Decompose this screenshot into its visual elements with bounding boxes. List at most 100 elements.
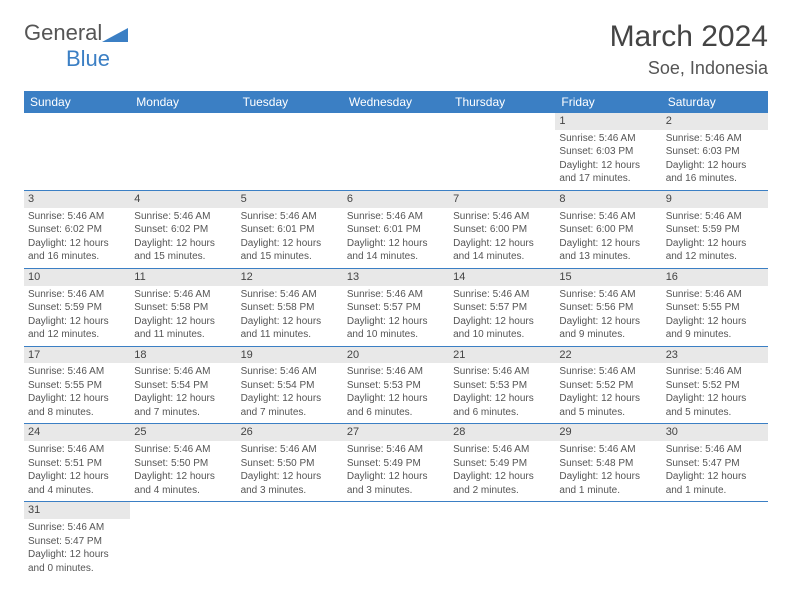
sunrise-text: Sunrise: 5:46 AM xyxy=(347,288,445,302)
sunrise-text: Sunrise: 5:46 AM xyxy=(347,443,445,457)
calendar-day-cell: 19Sunrise: 5:46 AMSunset: 5:54 PMDayligh… xyxy=(237,346,343,424)
sunrise-text: Sunrise: 5:46 AM xyxy=(666,210,764,224)
calendar-day-cell: 26Sunrise: 5:46 AMSunset: 5:50 PMDayligh… xyxy=(237,424,343,502)
calendar-empty-cell xyxy=(662,502,768,579)
daylight-text: Daylight: 12 hours and 5 minutes. xyxy=(666,392,764,419)
weekday-header: Tuesday xyxy=(237,91,343,113)
calendar-day-cell: 20Sunrise: 5:46 AMSunset: 5:53 PMDayligh… xyxy=(343,346,449,424)
day-number: 12 xyxy=(237,269,343,286)
sunset-text: Sunset: 5:49 PM xyxy=(347,457,445,471)
calendar-empty-cell xyxy=(343,113,449,190)
day-number: 22 xyxy=(555,347,661,364)
sunset-text: Sunset: 5:58 PM xyxy=(134,301,232,315)
sunset-text: Sunset: 5:57 PM xyxy=(453,301,551,315)
sunrise-text: Sunrise: 5:46 AM xyxy=(559,365,657,379)
sunset-text: Sunset: 5:56 PM xyxy=(559,301,657,315)
day-number: 8 xyxy=(555,191,661,208)
calendar-empty-cell xyxy=(343,502,449,579)
calendar-day-cell: 28Sunrise: 5:46 AMSunset: 5:49 PMDayligh… xyxy=(449,424,555,502)
day-number: 19 xyxy=(237,347,343,364)
daylight-text: Daylight: 12 hours and 15 minutes. xyxy=(241,237,339,264)
weekday-header: Wednesday xyxy=(343,91,449,113)
calendar-header-row: SundayMondayTuesdayWednesdayThursdayFrid… xyxy=(24,91,768,113)
sunset-text: Sunset: 5:57 PM xyxy=(347,301,445,315)
sunrise-text: Sunrise: 5:46 AM xyxy=(453,210,551,224)
sunset-text: Sunset: 6:02 PM xyxy=(28,223,126,237)
sunset-text: Sunset: 5:49 PM xyxy=(453,457,551,471)
sunrise-text: Sunrise: 5:46 AM xyxy=(28,443,126,457)
logo-general: General xyxy=(24,20,102,45)
day-number: 1 xyxy=(555,113,661,130)
day-number: 17 xyxy=(24,347,130,364)
daylight-text: Daylight: 12 hours and 1 minute. xyxy=(559,470,657,497)
daylight-text: Daylight: 12 hours and 14 minutes. xyxy=(453,237,551,264)
calendar-day-cell: 11Sunrise: 5:46 AMSunset: 5:58 PMDayligh… xyxy=(130,268,236,346)
calendar-day-cell: 14Sunrise: 5:46 AMSunset: 5:57 PMDayligh… xyxy=(449,268,555,346)
day-number: 14 xyxy=(449,269,555,286)
daylight-text: Daylight: 12 hours and 17 minutes. xyxy=(559,159,657,186)
day-number: 9 xyxy=(662,191,768,208)
calendar-day-cell: 2Sunrise: 5:46 AMSunset: 6:03 PMDaylight… xyxy=(662,113,768,190)
daylight-text: Daylight: 12 hours and 10 minutes. xyxy=(347,315,445,342)
location: Soe, Indonesia xyxy=(610,58,768,79)
weekday-header: Sunday xyxy=(24,91,130,113)
sunrise-text: Sunrise: 5:46 AM xyxy=(666,288,764,302)
daylight-text: Daylight: 12 hours and 11 minutes. xyxy=(134,315,232,342)
daylight-text: Daylight: 12 hours and 9 minutes. xyxy=(559,315,657,342)
calendar-row: 17Sunrise: 5:46 AMSunset: 5:55 PMDayligh… xyxy=(24,346,768,424)
sunrise-text: Sunrise: 5:46 AM xyxy=(241,288,339,302)
calendar-day-cell: 8Sunrise: 5:46 AMSunset: 6:00 PMDaylight… xyxy=(555,190,661,268)
calendar-day-cell: 16Sunrise: 5:46 AMSunset: 5:55 PMDayligh… xyxy=(662,268,768,346)
calendar-day-cell: 30Sunrise: 5:46 AMSunset: 5:47 PMDayligh… xyxy=(662,424,768,502)
sunset-text: Sunset: 5:54 PM xyxy=(241,379,339,393)
calendar-day-cell: 29Sunrise: 5:46 AMSunset: 5:48 PMDayligh… xyxy=(555,424,661,502)
calendar-empty-cell xyxy=(449,502,555,579)
calendar-empty-cell xyxy=(237,113,343,190)
sunrise-text: Sunrise: 5:46 AM xyxy=(241,365,339,379)
calendar-day-cell: 4Sunrise: 5:46 AMSunset: 6:02 PMDaylight… xyxy=(130,190,236,268)
day-number: 3 xyxy=(24,191,130,208)
daylight-text: Daylight: 12 hours and 6 minutes. xyxy=(453,392,551,419)
sunrise-text: Sunrise: 5:46 AM xyxy=(28,288,126,302)
day-number: 18 xyxy=(130,347,236,364)
calendar-empty-cell xyxy=(24,113,130,190)
sunset-text: Sunset: 6:00 PM xyxy=(559,223,657,237)
day-number: 25 xyxy=(130,424,236,441)
day-number: 4 xyxy=(130,191,236,208)
calendar-day-cell: 10Sunrise: 5:46 AMSunset: 5:59 PMDayligh… xyxy=(24,268,130,346)
sunrise-text: Sunrise: 5:46 AM xyxy=(559,132,657,146)
sunset-text: Sunset: 5:55 PM xyxy=(666,301,764,315)
calendar-row: 24Sunrise: 5:46 AMSunset: 5:51 PMDayligh… xyxy=(24,424,768,502)
calendar-day-cell: 24Sunrise: 5:46 AMSunset: 5:51 PMDayligh… xyxy=(24,424,130,502)
sunrise-text: Sunrise: 5:46 AM xyxy=(347,365,445,379)
month-title: March 2024 xyxy=(610,20,768,54)
calendar-day-cell: 3Sunrise: 5:46 AMSunset: 6:02 PMDaylight… xyxy=(24,190,130,268)
calendar-empty-cell xyxy=(130,502,236,579)
weekday-header: Friday xyxy=(555,91,661,113)
sunset-text: Sunset: 5:55 PM xyxy=(28,379,126,393)
daylight-text: Daylight: 12 hours and 3 minutes. xyxy=(241,470,339,497)
day-number: 21 xyxy=(449,347,555,364)
sunrise-text: Sunrise: 5:46 AM xyxy=(453,365,551,379)
daylight-text: Daylight: 12 hours and 7 minutes. xyxy=(134,392,232,419)
calendar-day-cell: 6Sunrise: 5:46 AMSunset: 6:01 PMDaylight… xyxy=(343,190,449,268)
logo-text: General Blue xyxy=(24,20,128,72)
calendar-body: 1Sunrise: 5:46 AMSunset: 6:03 PMDaylight… xyxy=(24,113,768,579)
calendar-day-cell: 17Sunrise: 5:46 AMSunset: 5:55 PMDayligh… xyxy=(24,346,130,424)
day-number: 31 xyxy=(24,502,130,519)
sunset-text: Sunset: 5:53 PM xyxy=(347,379,445,393)
day-number: 28 xyxy=(449,424,555,441)
daylight-text: Daylight: 12 hours and 0 minutes. xyxy=(28,548,126,575)
calendar-row: 10Sunrise: 5:46 AMSunset: 5:59 PMDayligh… xyxy=(24,268,768,346)
sunrise-text: Sunrise: 5:46 AM xyxy=(453,288,551,302)
daylight-text: Daylight: 12 hours and 8 minutes. xyxy=(28,392,126,419)
daylight-text: Daylight: 12 hours and 16 minutes. xyxy=(28,237,126,264)
calendar-day-cell: 22Sunrise: 5:46 AMSunset: 5:52 PMDayligh… xyxy=(555,346,661,424)
sunrise-text: Sunrise: 5:46 AM xyxy=(666,365,764,379)
sunrise-text: Sunrise: 5:46 AM xyxy=(134,365,232,379)
calendar-day-cell: 23Sunrise: 5:46 AMSunset: 5:52 PMDayligh… xyxy=(662,346,768,424)
day-number: 13 xyxy=(343,269,449,286)
day-number: 10 xyxy=(24,269,130,286)
sunset-text: Sunset: 5:47 PM xyxy=(666,457,764,471)
sunset-text: Sunset: 5:54 PM xyxy=(134,379,232,393)
